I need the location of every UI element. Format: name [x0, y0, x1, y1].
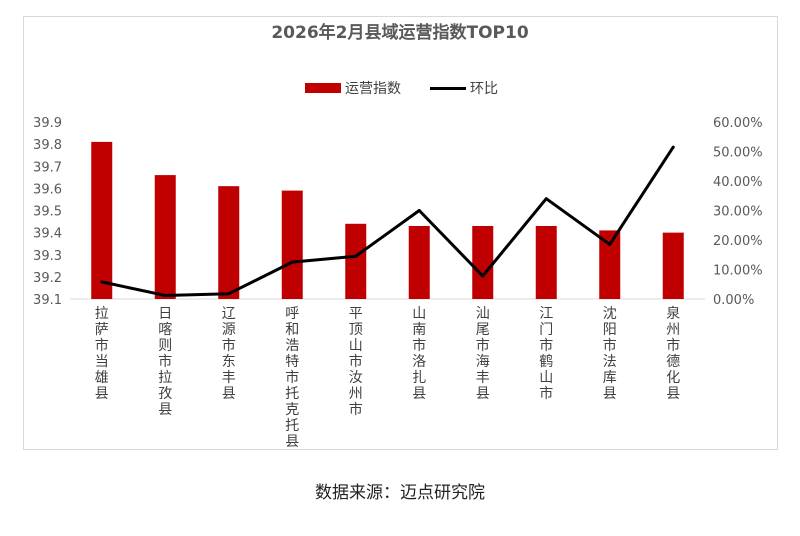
legend-line-label: 环比: [470, 81, 498, 97]
source-note: 数据来源：迈点研究院: [315, 483, 485, 503]
legend-line-swatch: [430, 86, 466, 90]
legend-item-bar: 运营指数: [305, 78, 401, 98]
chart-legend: 运营指数 环比: [0, 78, 800, 98]
chart-title: 2026年2月县域运营指数TOP10: [271, 23, 529, 43]
legend-bar-label: 运营指数: [345, 81, 401, 97]
legend-bar-swatch: [305, 83, 341, 93]
legend-item-line: 环比: [430, 78, 498, 98]
